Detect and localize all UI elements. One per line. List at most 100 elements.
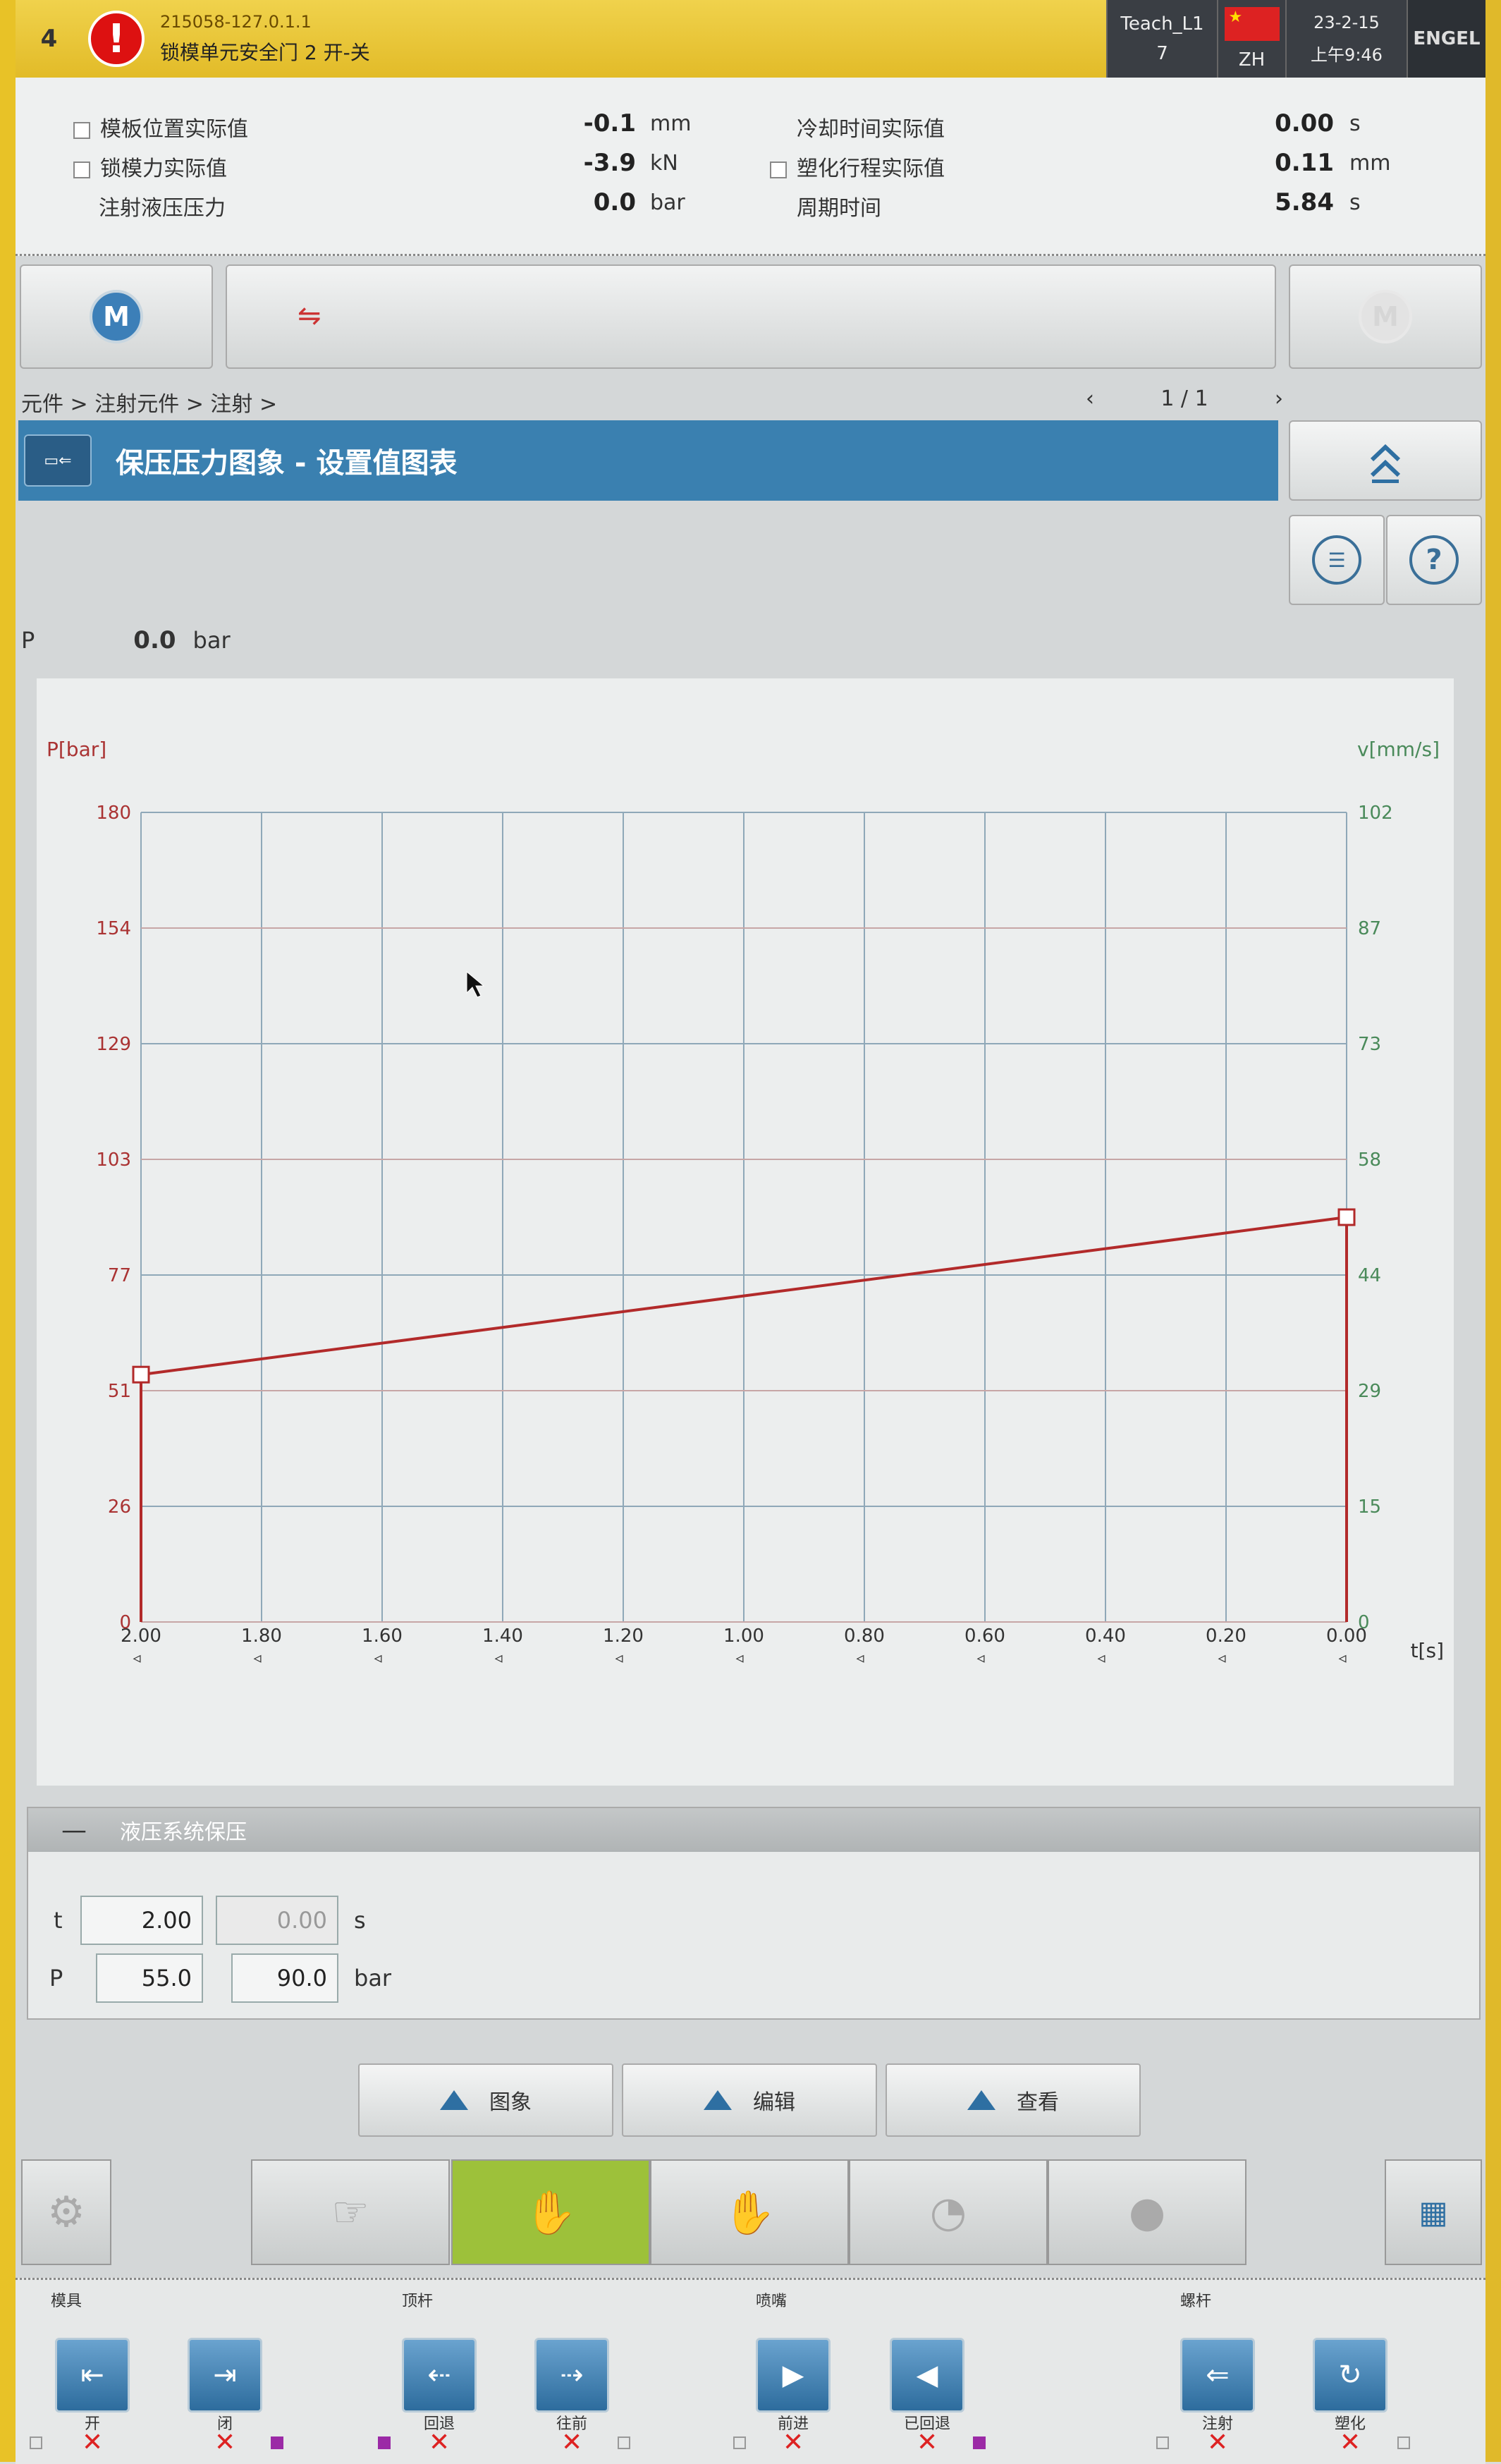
x-tick-marker: ◃ <box>976 1649 984 1667</box>
motor-icon: M <box>90 290 143 343</box>
y-left-tick-label: 26 <box>108 1496 131 1518</box>
value-label-mold-position[interactable]: 模板位置实际值 <box>73 111 248 142</box>
auto-button[interactable]: ● <box>1048 2159 1246 2265</box>
y-left-tick-label: 103 <box>96 1149 131 1171</box>
y-right-tick-label: 73 <box>1358 1034 1381 1055</box>
x-tick-label: 1.20 <box>603 1626 644 1647</box>
mouse-cursor-icon <box>466 970 485 998</box>
station-number: 4 <box>40 25 58 53</box>
setup-hand-icon: ☞ <box>331 2188 369 2237</box>
value-label-plasticizing-stroke[interactable]: 塑化行程实际值 <box>770 151 945 182</box>
t-value-input[interactable]: 2.00 <box>80 1896 203 1945</box>
value-label-cooling-time: 冷却时间实际值 <box>797 117 945 142</box>
x-tick-marker: ◃ <box>133 1649 140 1667</box>
status-active <box>271 2436 283 2449</box>
nozzle-forward-button[interactable]: ▶ <box>756 2338 831 2413</box>
next-page-button[interactable]: › <box>1274 386 1283 411</box>
setup-hand-button[interactable]: ☞ <box>251 2159 450 2265</box>
tab-graph[interactable]: 图象 <box>358 2063 613 2137</box>
help-button[interactable]: ? <box>1386 515 1482 605</box>
p-value-input[interactable]: 55.0 <box>96 1953 203 2003</box>
checkbox[interactable] <box>73 121 90 139</box>
checkbox[interactable] <box>73 161 90 178</box>
y-right-tick-label: 58 <box>1358 1149 1381 1171</box>
x-tick-label: 1.80 <box>241 1626 282 1647</box>
collapse-button[interactable]: — <box>61 1815 87 1845</box>
function-key-bar: 模具 顶杆 喷嘴 螺杆 ⇤ 开 ⇥ 闭 ⇠ 回退 ⇢ 往前 ▶ 前进 ◀ 已回退… <box>16 2278 1485 2464</box>
tab-view[interactable]: 查看 <box>886 2063 1141 2137</box>
x-tick-label: 2.00 <box>121 1626 161 1647</box>
hand-icon: ✋ <box>723 2188 776 2238</box>
ejector-forward-label: 往前 <box>556 2415 587 2433</box>
status-empty <box>733 2436 746 2449</box>
holding-pressure-chart[interactable]: 2.00 ◃ 1.80 ◃ 1.60 ◃ 1.40 ◃ 1.20 ◃ 1.00 ◃ 0.80 ◃ 0.60 ◃… <box>37 678 1454 1786</box>
x-tick-marker: ◃ <box>253 1649 261 1667</box>
status-x-icon: ✕ <box>214 2428 236 2457</box>
menu-grid-button[interactable]: ▦ <box>1385 2159 1482 2265</box>
mold-close-button[interactable]: ⇥ <box>188 2338 262 2413</box>
status-x-icon: ✕ <box>917 2428 938 2457</box>
x-tick-label: 1.40 <box>482 1626 523 1647</box>
china-flag-icon <box>1224 7 1280 41</box>
alarm-message[interactable]: 215058-127.0.1.1 锁模单元安全门 2 开-关 <box>150 0 1106 78</box>
alarm-button[interactable]: ! <box>82 0 150 78</box>
status-active <box>973 2436 986 2449</box>
alert-icon: ! <box>88 11 145 67</box>
checkbox[interactable] <box>770 161 787 178</box>
user-panel[interactable]: Teach_L1 7 <box>1106 0 1217 78</box>
actual-values-panel: 模板位置实际值 -0.1 mm 锁模力实际值 -3.9 kN 注射液压压力 0.… <box>16 78 1485 256</box>
filter-button[interactable]: ☰ <box>1289 515 1385 605</box>
y-right-tick-label: 0 <box>1358 1612 1370 1633</box>
hydraulic-holding-pressure-panel: — 液压系统保压 t 2.00 0.00 s P 55.0 90.0 bar <box>27 1807 1481 2020</box>
mold-open-label: 开 <box>84 2415 100 2433</box>
tab-edit[interactable]: 编辑 <box>622 2063 877 2137</box>
group-mold: 模具 <box>51 2293 82 2310</box>
double-chevron-up-icon <box>1370 444 1401 483</box>
injection-unit-icon: ▭⇐ <box>24 434 92 487</box>
brand-logo: ENGEL <box>1407 0 1485 78</box>
mold-open-button[interactable]: ⇤ <box>55 2338 130 2413</box>
p-value2-input[interactable]: 90.0 <box>231 1953 338 2003</box>
x-tick-label: 1.60 <box>362 1626 403 1647</box>
manual-mode-button[interactable]: M <box>20 264 213 369</box>
x-tick-marker: ◃ <box>735 1649 743 1667</box>
injection-unit-icon: ⇋ <box>298 300 321 332</box>
ejector-back-icon: ⇠ <box>427 2359 451 2391</box>
tab-graph-label: 图象 <box>489 2090 532 2115</box>
semi-auto-button[interactable]: ◔ <box>849 2159 1048 2265</box>
screw-inject-button[interactable]: ⇐ <box>1180 2338 1255 2413</box>
y-right-tick-label: 15 <box>1358 1496 1381 1518</box>
sequence-strip[interactable]: ⇋ <box>226 264 1276 369</box>
data-point-marker <box>132 1365 150 1384</box>
x-tick-marker: ◃ <box>374 1649 381 1667</box>
screw-plasticize-button[interactable]: ↻ <box>1313 2338 1387 2413</box>
page-indicator: 1 / 1 <box>1160 386 1208 411</box>
value-label-clamp-force[interactable]: 锁模力实际值 <box>73 151 227 182</box>
y-right-tick-label: 102 <box>1358 803 1393 824</box>
nozzle-retracted-button[interactable]: ◀ <box>890 2338 964 2413</box>
ejector-forward-button[interactable]: ⇢ <box>534 2338 609 2413</box>
setup-mode-button[interactable]: ⚙ <box>21 2159 111 2265</box>
motor-button-disabled[interactable]: M <box>1289 264 1482 369</box>
value-label-injection-pressure: 注射液压压力 <box>99 196 226 221</box>
language-panel[interactable]: ZH <box>1217 0 1285 78</box>
collapse-up-button[interactable] <box>1289 420 1482 501</box>
manual-mode-hand-button[interactable]: ✋ <box>650 2159 849 2265</box>
date-text: 23-2-15 <box>1313 12 1380 32</box>
panel-title: 液压系统保压 <box>120 1820 247 1845</box>
data-point-marker <box>1337 1208 1356 1226</box>
value-cooling-time: 0.00 <box>1275 109 1334 138</box>
series-line <box>140 1215 1348 1622</box>
prev-page-button[interactable]: ‹ <box>1086 386 1094 411</box>
pressure-readout: P 0.0 bar <box>21 626 231 654</box>
wrench-icon: ⚙ <box>47 2188 85 2237</box>
screw-inject-label: 注射 <box>1201 2415 1233 2433</box>
user-name: Teach_L1 <box>1120 13 1204 35</box>
y-right-axis-label: v[mm/s] <box>1357 738 1440 761</box>
manual-warning-button[interactable]: ✋ <box>451 2159 650 2265</box>
ejector-back-button[interactable]: ⇠ <box>402 2338 477 2413</box>
y-left-tick-label: 0 <box>119 1612 131 1633</box>
nozzle-forward-icon: ▶ <box>782 2359 804 2391</box>
breadcrumb[interactable]: 元件 > 注射元件 > 注射 > <box>21 392 278 417</box>
t-value2-input[interactable]: 0.00 <box>216 1896 338 1945</box>
